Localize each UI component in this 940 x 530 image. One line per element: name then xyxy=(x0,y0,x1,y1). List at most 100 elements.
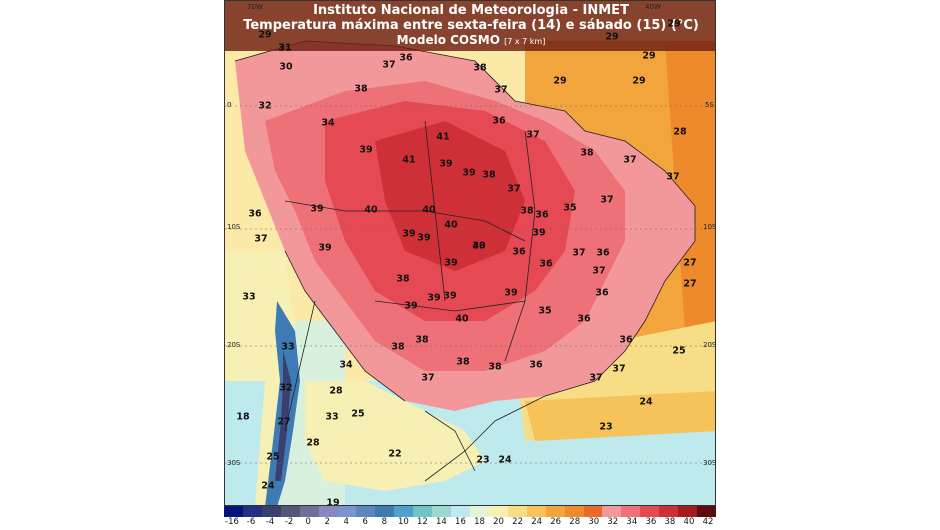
temperature-value-label: 25 xyxy=(351,408,365,420)
temperature-value-label: 37 xyxy=(254,233,268,245)
header-subtitle: Temperatura máxima entre sexta-feira (14… xyxy=(243,18,699,33)
colorbar-swatch xyxy=(413,506,433,517)
colorbar-swatches xyxy=(224,506,716,517)
tick-left-0: 0 xyxy=(227,101,232,109)
temperature-value-label: 40 xyxy=(422,204,436,216)
temperature-value-label: 28 xyxy=(329,385,343,397)
temperature-value-label: 39 xyxy=(443,290,457,302)
tick-right-10s: 10S xyxy=(703,223,716,231)
tick-left-10s: 10S xyxy=(227,223,241,231)
colorbar-label: 0 xyxy=(305,517,311,527)
temperature-value-label: 39 xyxy=(417,232,431,244)
colorbar-swatch xyxy=(299,506,319,517)
temperature-value-label: 19 xyxy=(326,497,340,506)
temperature-value-label: 36 xyxy=(399,52,413,64)
colorbar-label: 16 xyxy=(455,517,466,527)
temperature-value-label: 29 xyxy=(553,75,567,87)
temperature-value-label: 39 xyxy=(532,227,546,239)
colorbar-swatch xyxy=(318,506,338,517)
temperature-value-label: 36 xyxy=(529,359,543,371)
temperature-value-label: 37 xyxy=(382,59,396,71)
temperature-value-label: 39 xyxy=(439,158,453,170)
temperature-value-label: 36 xyxy=(595,287,609,299)
colorbar-label: 26 xyxy=(550,517,562,527)
temperature-value-label: 30 xyxy=(279,61,293,73)
temperature-value-label: 38 xyxy=(354,83,368,95)
tick-right-20s: 20S xyxy=(703,341,716,349)
tick-top-70w: 70W xyxy=(247,3,263,11)
temperature-value-label: 36 xyxy=(577,313,591,325)
temperature-value-label: 29 xyxy=(605,31,619,43)
temperature-value-label: 38 xyxy=(415,334,429,346)
temperature-value-label: 24 xyxy=(639,396,653,408)
colorbar-label: 18 xyxy=(474,517,485,527)
temperature-value-label: 23 xyxy=(476,454,490,466)
temperature-value-label: 27 xyxy=(683,278,697,290)
tick-left-20s: 20S xyxy=(227,341,241,349)
temperature-value-label: 37 xyxy=(526,129,540,141)
colorbar-swatch xyxy=(394,506,414,517)
temperature-value-label: 39 xyxy=(427,292,441,304)
temperature-value-label: 36 xyxy=(619,334,633,346)
colorbar-swatch xyxy=(678,506,698,517)
colorbar-swatch xyxy=(488,506,508,517)
temperature-value-label: 31 xyxy=(278,42,292,54)
colorbar-label: 8 xyxy=(381,517,388,527)
colorbar-label: 6 xyxy=(362,517,368,527)
temperature-value-label: 40 xyxy=(455,313,469,325)
colorbar-swatch xyxy=(621,506,641,517)
temperature-value-label: 37 xyxy=(623,154,637,166)
temperature-value-label: 35 xyxy=(538,305,552,317)
colorbar-label: 40 xyxy=(683,517,695,527)
temperature-value-label: 38 xyxy=(520,205,534,217)
header-model-res: [7 x 7 km] xyxy=(504,37,546,46)
temperature-value-label: 25 xyxy=(266,451,280,463)
temperature-value-label: 39 xyxy=(404,300,418,312)
colorbar-label: 38 xyxy=(664,517,676,527)
temperature-value-label: 38 xyxy=(456,356,470,368)
colorbar-label: -6 xyxy=(246,517,256,527)
colorbar-label: 30 xyxy=(588,517,600,527)
header-model: Modelo COSMO [7 x 7 km] xyxy=(225,33,715,49)
temperature-value-label: 41 xyxy=(402,154,416,166)
tick-top-40w: 40W xyxy=(645,3,661,11)
temperature-value-label: 39 xyxy=(472,240,486,252)
temperature-value-label: 34 xyxy=(321,117,335,129)
colorbar-swatch xyxy=(564,506,584,517)
temperature-value-label: 40 xyxy=(472,240,486,252)
temperature-value-label: 39 xyxy=(318,242,332,254)
colorbar-swatch xyxy=(583,506,603,517)
colorbar-label: 4 xyxy=(343,517,349,527)
temperature-value-label: 32 xyxy=(279,382,293,394)
temperature-value-label: 37 xyxy=(612,363,626,375)
colorbar-swatch xyxy=(697,506,716,517)
colorbar-swatch xyxy=(356,506,376,517)
temperature-value-label: 37 xyxy=(572,247,586,259)
temperature-value-label: 28 xyxy=(673,126,687,138)
temperature-value-label: 36 xyxy=(512,246,526,258)
colorbar-swatch xyxy=(640,506,660,517)
temperature-value-label: 38 xyxy=(391,341,405,353)
temperature-value-label: 36 xyxy=(535,209,549,221)
colorbar: -16 -6 -4 -2 0 2 4 6 8 10 12 14 16 18 20 22 24 26 28 30 32 34… xyxy=(224,506,716,530)
map-header: Instituto Nacional de Meteorologia - INM… xyxy=(225,1,715,51)
temperature-value-label: 40 xyxy=(364,204,378,216)
colorbar-swatch xyxy=(526,506,546,517)
colorbar-swatch xyxy=(545,506,565,517)
temperature-value-label: 31 xyxy=(278,42,292,54)
colorbar-swatch xyxy=(451,506,470,517)
temperature-value-label: 27 xyxy=(683,257,697,269)
header-model-name: Modelo COSMO xyxy=(396,33,500,47)
temperature-value-label: 28 xyxy=(306,437,320,449)
temperature-value-label: 36 xyxy=(539,258,553,270)
map-canvas xyxy=(225,1,715,505)
temperature-value-label: 39 xyxy=(462,167,476,179)
temperature-value-label: 37 xyxy=(507,183,521,195)
colorbar-swatch xyxy=(224,506,243,517)
temperature-value-label: 36 xyxy=(248,208,262,220)
colorbar-swatch xyxy=(280,506,300,517)
colorbar-label: 36 xyxy=(645,517,657,527)
temperature-value-label: 38 xyxy=(473,62,487,74)
temperature-value-label: 29 xyxy=(632,75,646,87)
colorbar-label: 14 xyxy=(436,517,447,527)
